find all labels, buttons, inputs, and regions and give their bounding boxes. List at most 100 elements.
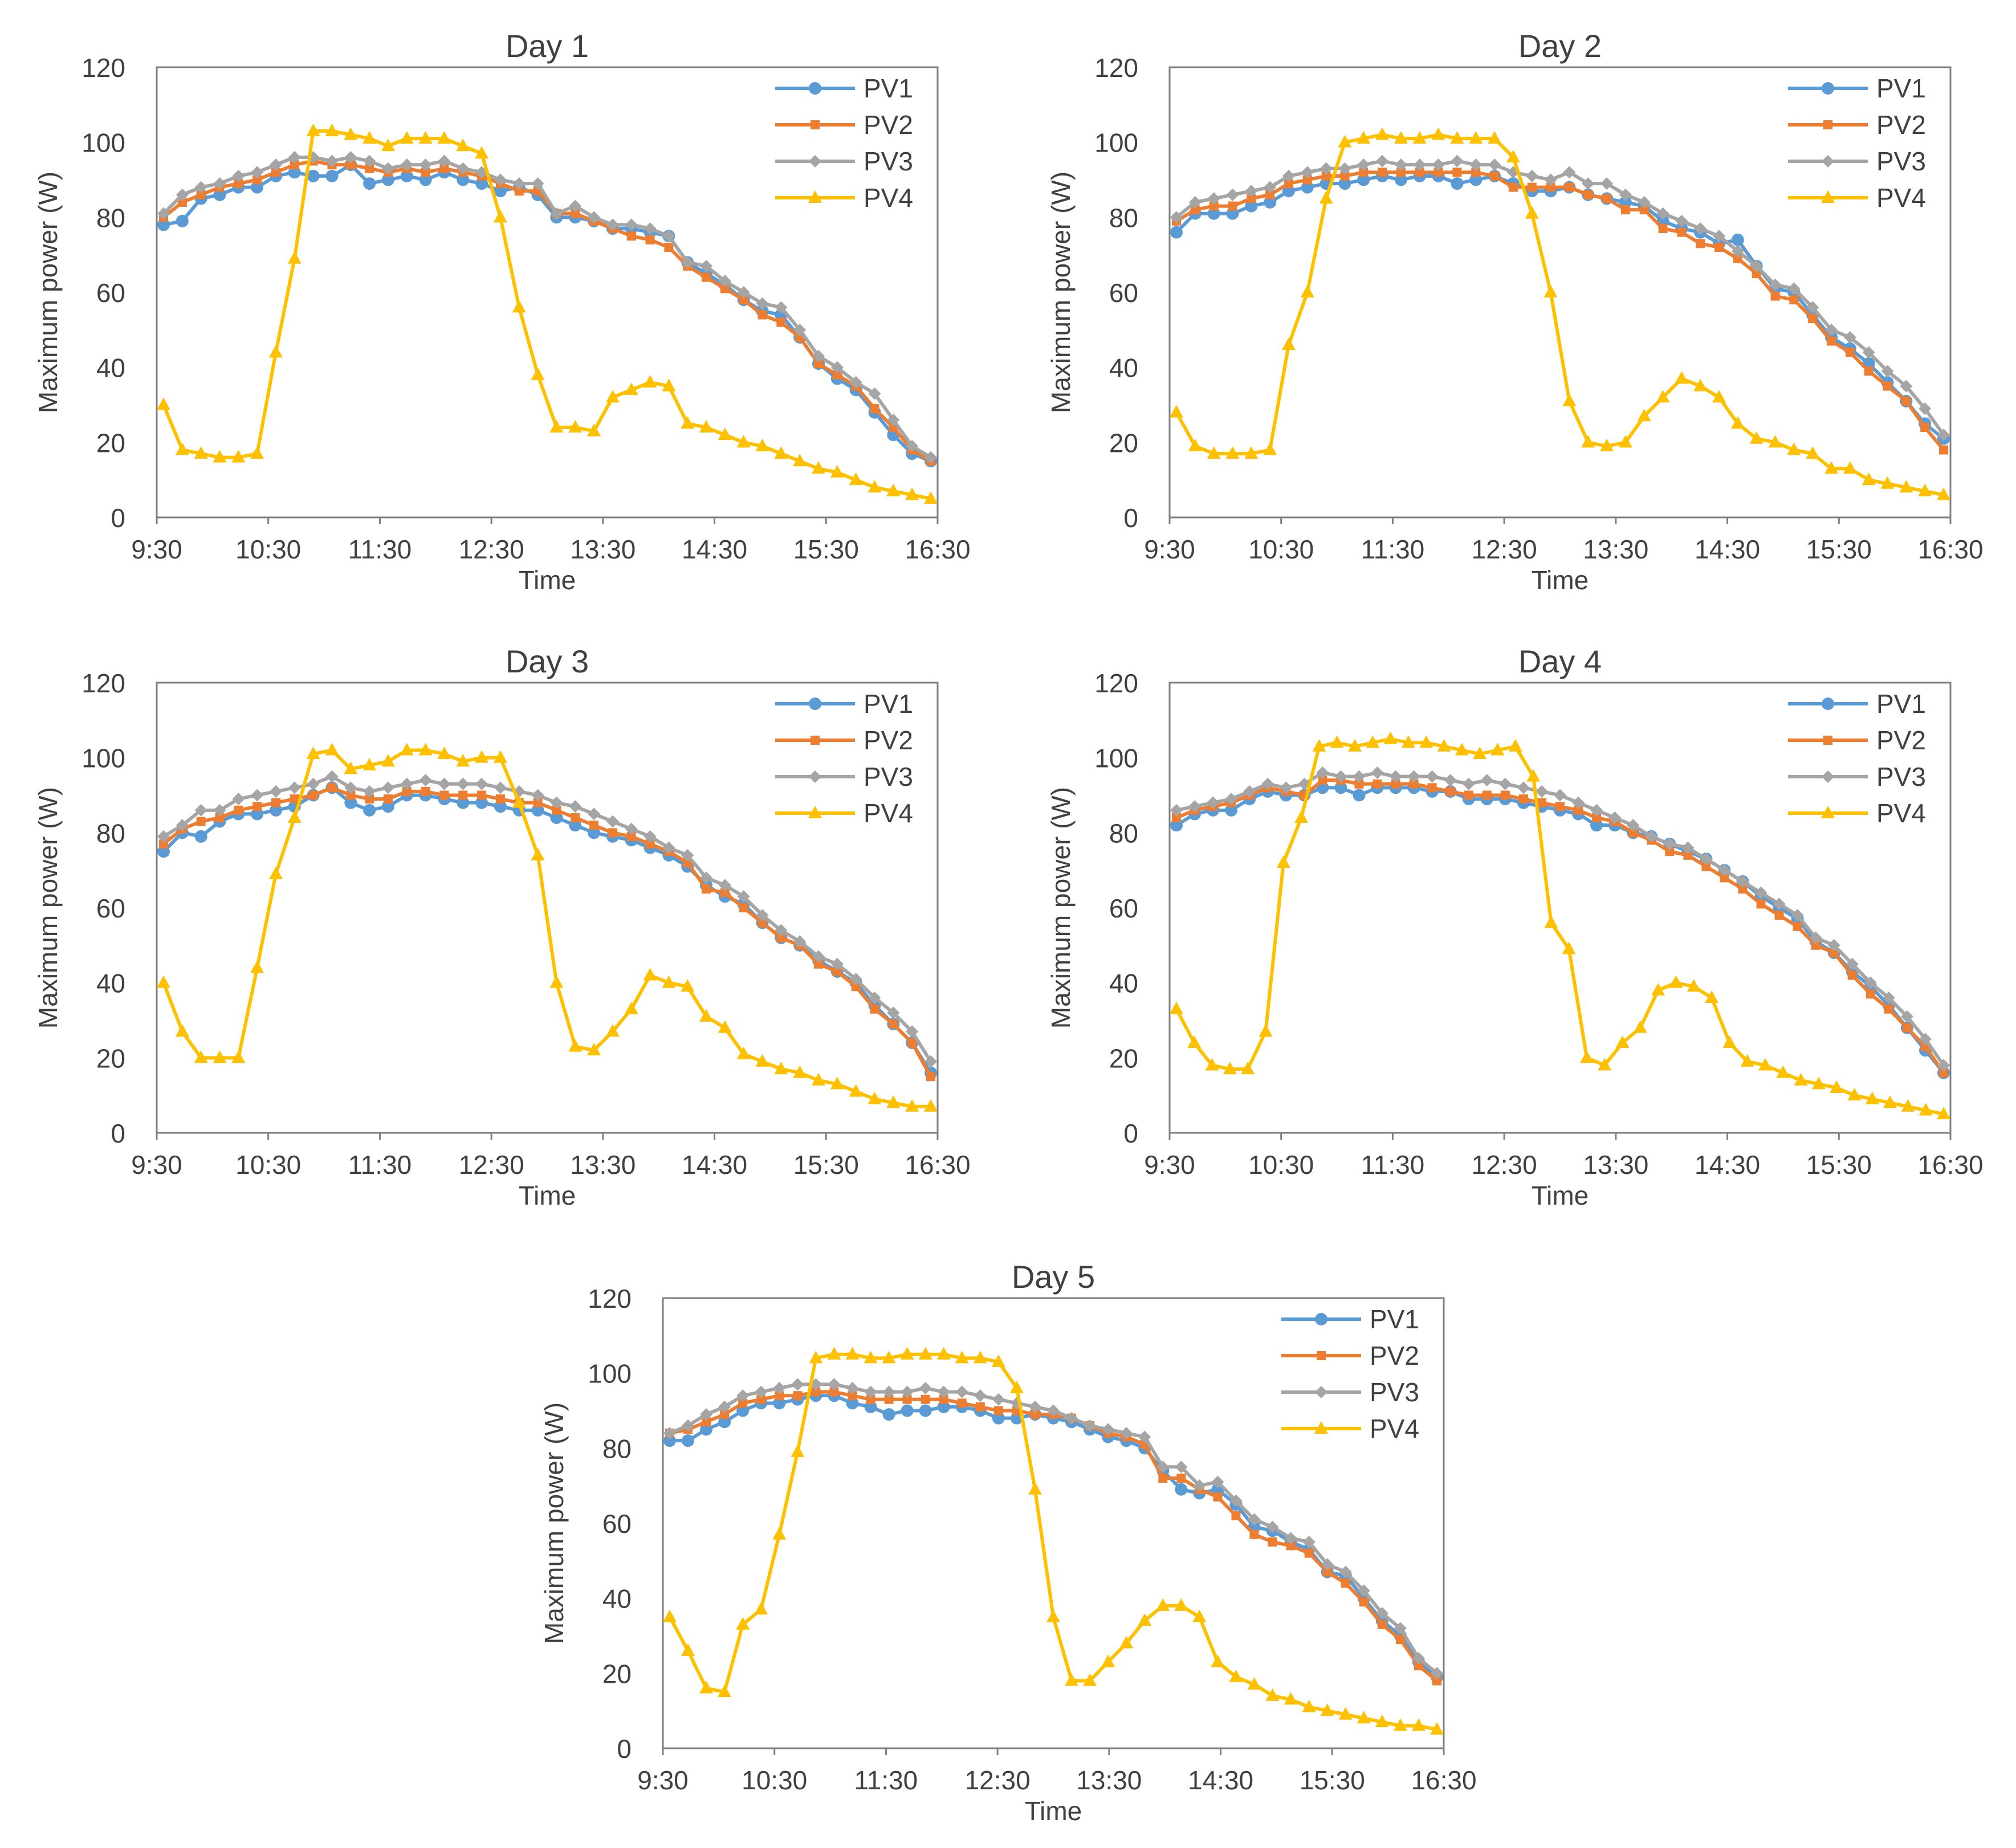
data-point-pv3: [606, 218, 619, 231]
data-point-pv2: [1409, 779, 1419, 789]
y-tick-label: 120: [588, 1284, 632, 1313]
data-point-pv2: [552, 805, 561, 815]
data-point-pv3: [1207, 192, 1220, 205]
data-point-pv4: [437, 746, 451, 760]
data-point-pv1: [1353, 789, 1366, 802]
data-point-pv3: [849, 376, 862, 389]
series-pv3: [157, 770, 937, 1068]
data-point-pv2: [776, 317, 786, 327]
data-point-pv2: [1829, 948, 1839, 957]
data-point-pv2: [215, 813, 225, 822]
data-point-pv2: [1391, 779, 1400, 789]
data-point-pv2: [1658, 224, 1668, 234]
data-point-pv4: [936, 1347, 951, 1360]
y-tick-label: 120: [1094, 53, 1138, 83]
data-point-pv3: [812, 950, 825, 963]
data-point-pv3: [176, 188, 189, 201]
legend-label: PV1: [1370, 1304, 1419, 1334]
chart-title: Day 5: [1012, 1259, 1095, 1295]
data-point-pv4: [1562, 393, 1577, 406]
data-point-pv4: [662, 378, 676, 391]
data-point-pv3: [992, 1393, 1005, 1406]
data-point-pv3: [1645, 830, 1658, 843]
data-point-pv4: [605, 1024, 620, 1037]
data-point-pv3: [588, 807, 601, 821]
data-point-pv2: [851, 982, 861, 992]
data-point-pv2: [1620, 205, 1630, 215]
data-point-pv3: [1426, 770, 1439, 783]
data-point-pv2: [1701, 862, 1711, 871]
data-point-pv4: [1223, 1062, 1237, 1075]
data-point-pv2: [1808, 314, 1818, 324]
data-point-pv4: [830, 1076, 844, 1090]
data-point-pv4: [1192, 1609, 1207, 1622]
data-point-pv4: [1244, 446, 1259, 459]
data-point-pv4: [849, 1084, 863, 1097]
data-point-pv3: [1245, 185, 1258, 198]
data-point-pv3: [625, 822, 638, 835]
data-point-pv3: [1718, 864, 1731, 877]
data-point-pv4: [231, 1050, 246, 1063]
data-point-pv4: [1843, 461, 1857, 474]
y-tick-label: 20: [96, 428, 125, 458]
data-point-pv3: [1881, 365, 1894, 378]
data-point-pv4: [1284, 1692, 1298, 1705]
data-point-pv3: [1120, 1427, 1133, 1439]
y-tick-label: 0: [1123, 1119, 1138, 1148]
data-point-pv3: [419, 158, 432, 172]
data-point-pv4: [663, 1609, 677, 1622]
data-point-pv4: [1865, 1091, 1879, 1104]
x-tick-label: 15:30: [1806, 535, 1872, 564]
data-point-pv4: [755, 1054, 769, 1067]
legend-marker: [809, 155, 821, 168]
data-point-pv1: [307, 169, 320, 182]
data-point-pv4: [587, 1043, 601, 1056]
data-point-pv2: [346, 160, 356, 170]
data-point-pv3: [307, 777, 320, 790]
data-point-pv2: [757, 310, 767, 320]
data-point-pv2: [1341, 1578, 1350, 1588]
data-point-pv4: [1431, 127, 1445, 140]
legend-marker: [1315, 1386, 1327, 1398]
data-point-pv3: [1769, 278, 1782, 291]
data-point-pv1: [1175, 1483, 1188, 1496]
x-tick-label: 10:30: [1248, 535, 1314, 564]
data-point-pv4: [681, 979, 695, 992]
data-point-pv2: [1733, 254, 1742, 263]
data-point-pv3: [1170, 803, 1183, 817]
data-point-pv4: [1119, 1635, 1134, 1649]
data-point-pv3: [1882, 992, 1895, 1004]
data-point-pv4: [681, 416, 695, 429]
chart-title: Day 1: [506, 28, 589, 64]
data-point-pv3: [1301, 166, 1314, 179]
y-tick-label: 60: [1109, 894, 1138, 923]
x-tick-label: 16:30: [1411, 1765, 1476, 1795]
x-axis-title: Time: [1025, 1796, 1082, 1826]
data-point-pv3: [269, 158, 282, 172]
data-point-pv3: [1266, 1520, 1279, 1533]
x-tick-label: 14:30: [1695, 1150, 1760, 1180]
data-point-pv3: [700, 1408, 713, 1421]
legend-label: PV3: [864, 762, 913, 792]
data-point-pv3: [1280, 781, 1293, 794]
data-point-pv2: [1445, 786, 1455, 796]
data-point-pv1: [363, 177, 376, 190]
y-tick-label: 40: [602, 1584, 632, 1614]
legend-label: PV4: [1876, 798, 1926, 828]
data-point-pv3: [1937, 1059, 1950, 1072]
data-point-pv2: [1639, 205, 1649, 215]
data-point-pv3: [1229, 1494, 1243, 1507]
data-point-pv3: [194, 803, 207, 817]
data-point-pv4: [306, 746, 320, 760]
data-point-pv2: [1537, 798, 1546, 807]
x-axis-title: Time: [519, 1181, 576, 1210]
data-point-pv2: [421, 168, 430, 177]
x-tick-label: 10:30: [235, 535, 301, 564]
data-point-pv2: [793, 1391, 803, 1401]
data-point-pv4: [1247, 1677, 1261, 1690]
data-point-pv2: [608, 828, 617, 838]
legend-label: PV3: [1876, 146, 1926, 176]
y-tick-label: 100: [82, 128, 125, 158]
data-point-pv3: [1432, 158, 1445, 172]
data-point-pv3: [1480, 774, 1493, 787]
